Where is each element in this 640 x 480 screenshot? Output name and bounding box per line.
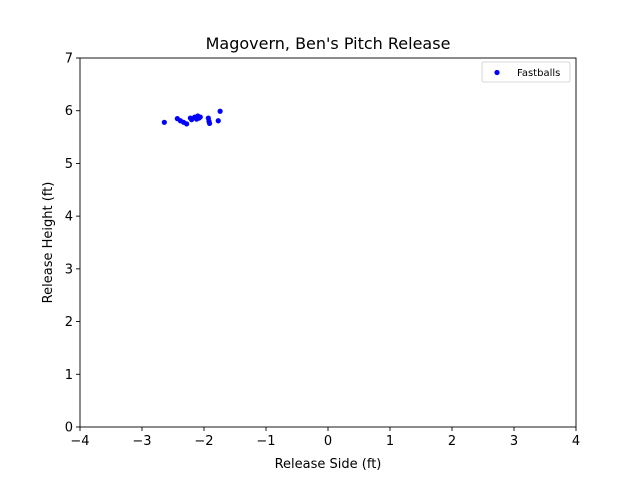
y-tick-label: 3 bbox=[65, 262, 73, 277]
y-axis-label: Release Height (ft) bbox=[41, 182, 56, 304]
legend-label-fastballs: Fastballs bbox=[517, 68, 560, 79]
data-point bbox=[217, 108, 223, 114]
x-tick-label: 4 bbox=[572, 434, 580, 449]
x-tick-label: −1 bbox=[256, 434, 275, 449]
plot-area bbox=[79, 57, 577, 428]
x-tick-label: 2 bbox=[448, 434, 456, 449]
legend-box bbox=[481, 61, 571, 83]
y-tick-label: 0 bbox=[65, 421, 73, 436]
data-point bbox=[197, 114, 203, 120]
legend: Fastballs bbox=[481, 61, 571, 83]
y-axis-ticks: 0 1 2 3 4 5 6 7 bbox=[65, 52, 80, 436]
x-tick-label: 3 bbox=[510, 434, 518, 449]
data-points bbox=[161, 108, 223, 127]
data-point bbox=[184, 121, 190, 127]
x-axis-label: Release Side (ft) bbox=[275, 457, 382, 472]
y-tick-label: 6 bbox=[65, 104, 73, 119]
x-tick-label: 0 bbox=[324, 434, 332, 449]
x-tick-label: −2 bbox=[194, 434, 213, 449]
y-tick-label: 7 bbox=[65, 52, 73, 67]
data-point bbox=[215, 118, 221, 124]
legend-marker-fastballs bbox=[494, 69, 500, 76]
y-tick-label: 2 bbox=[65, 315, 73, 330]
y-tick-label: 1 bbox=[65, 368, 73, 383]
x-tick-label: −3 bbox=[132, 434, 151, 449]
x-axis-ticks: −4 −3 −2 −1 0 1 2 3 4 bbox=[70, 427, 580, 449]
data-point bbox=[206, 120, 213, 126]
y-tick-label: 4 bbox=[65, 210, 73, 225]
x-tick-label: 1 bbox=[386, 434, 394, 449]
x-tick-label: −4 bbox=[70, 434, 89, 449]
y-tick-label: 5 bbox=[65, 157, 73, 172]
plot-frame bbox=[79, 57, 577, 428]
data-point bbox=[161, 119, 167, 125]
chart-title: Magovern, Ben's Pitch Release bbox=[206, 34, 451, 53]
